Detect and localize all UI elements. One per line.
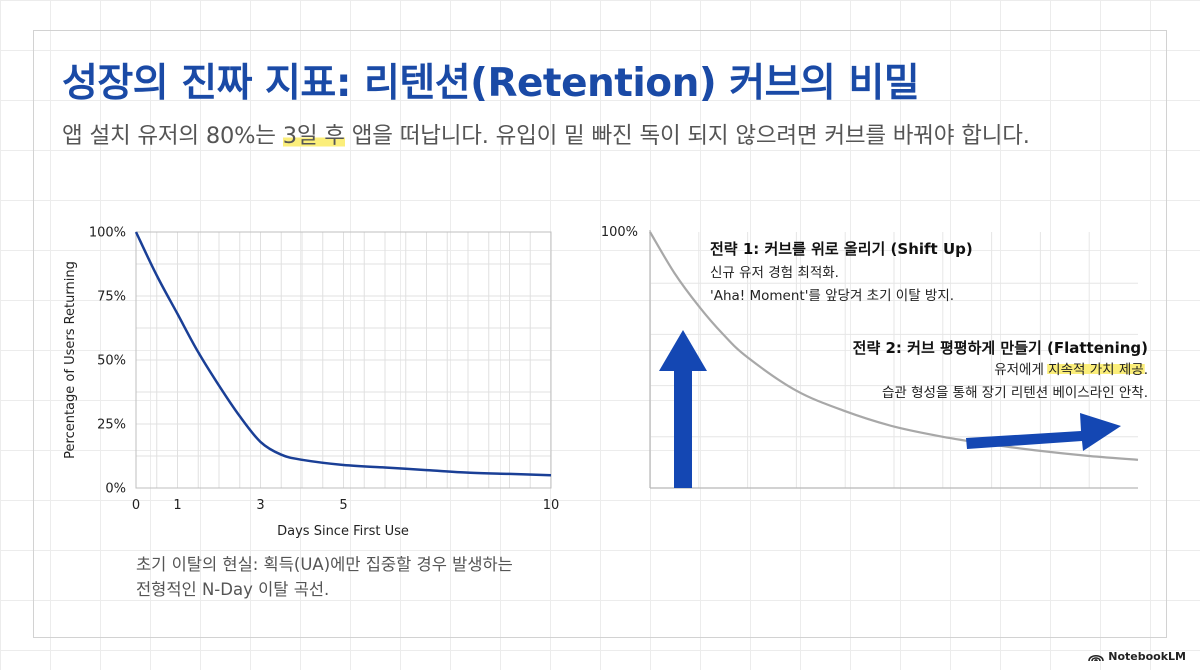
chart-axes [135, 231, 552, 489]
retention-curve [134, 231, 552, 477]
subtitle-text-after: 앱을 떠납니다. 유입이 밑 빠진 독이 되지 않으려면 커브를 바꿔야 합니다… [344, 123, 1030, 149]
logo-text: NotebookLM [1108, 650, 1186, 663]
y-tick-label: 25% [97, 418, 126, 433]
chart-note-line1: 초기 이탈의 현실: 획득(UA)에만 집중할 경우 발생하는 [136, 555, 513, 574]
x-tick-label: 5 [339, 498, 347, 513]
strategy1-title: 전략 1: 커브를 위로 올리기 (Shift Up) [710, 240, 973, 258]
y-tick-label: 75% [97, 290, 126, 305]
x-tick-label: 0 [132, 498, 140, 513]
notebooklm-logo: NotebookLM [1088, 650, 1186, 663]
y-tick-label: 100% [601, 225, 638, 240]
y-tick-label: 0% [105, 482, 126, 497]
subtitle-highlight: 3일 후 [282, 123, 345, 149]
plot-border [135, 231, 552, 489]
concept-retention-curve [649, 231, 1139, 461]
y-tick-label: 50% [97, 354, 126, 369]
x-tick-label: 1 [173, 498, 181, 513]
shift-up-arrow [659, 330, 707, 488]
y-tick-labels: 0% 25% 50% 75% 100% [89, 226, 126, 497]
y-axis-title: Percentage of Users Returning [63, 261, 78, 459]
strategy1-line1: 신규 유저 경험 최적화. [710, 265, 839, 281]
notebooklm-logo-icon [1088, 654, 1105, 662]
strategy2-highlight: 지속적 가치 제공 [1048, 362, 1144, 378]
x-tick-labels: 0 1 3 5 10 [132, 498, 559, 513]
slide-frame [33, 30, 1167, 638]
subtitle-text-before: 앱 설치 유저의 80%는 [62, 123, 283, 149]
strategy2-highlight-bg [1047, 364, 1145, 374]
x-tick-label: 10 [543, 498, 560, 513]
strategy2-line1-before: 유저에게 [994, 362, 1048, 378]
flatten-arrow [966, 413, 1121, 451]
x-axis-title: Days Since First Use [277, 524, 409, 539]
chart-note: 초기 이탈의 현실: 획득(UA)에만 집중할 경우 발생하는 전형적인 N-D… [136, 552, 513, 602]
strategy2-title: 전략 2: 커브 평평하게 만들기 (Flattening) [853, 339, 1148, 357]
strategy2-line1: 유저에게 지속적 가치 제공. [994, 362, 1148, 378]
slide-title: 성장의 진짜 지표: 리텐션(Retention) 커브의 비밀 [62, 61, 920, 106]
strategy2-line1-after: . [1144, 362, 1148, 378]
chart-axes [649, 230, 1138, 489]
x-tick-label: 3 [256, 498, 264, 513]
chart-grid [650, 232, 1138, 488]
slide-subtitle: 앱 설치 유저의 80%는 3일 후 앱을 떠납니다. 유입이 밑 빠진 독이 … [62, 118, 1030, 150]
chart-note-line2: 전형적인 N-Day 이탈 곡선. [136, 580, 330, 599]
strategy1-line2: 'Aha! Moment'를 앞당겨 초기 이탈 방지. [710, 288, 954, 304]
y-tick-label: 100% [89, 226, 126, 241]
strategy2-line2: 습관 형성을 통해 장기 리텐션 베이스라인 안착. [882, 385, 1148, 401]
